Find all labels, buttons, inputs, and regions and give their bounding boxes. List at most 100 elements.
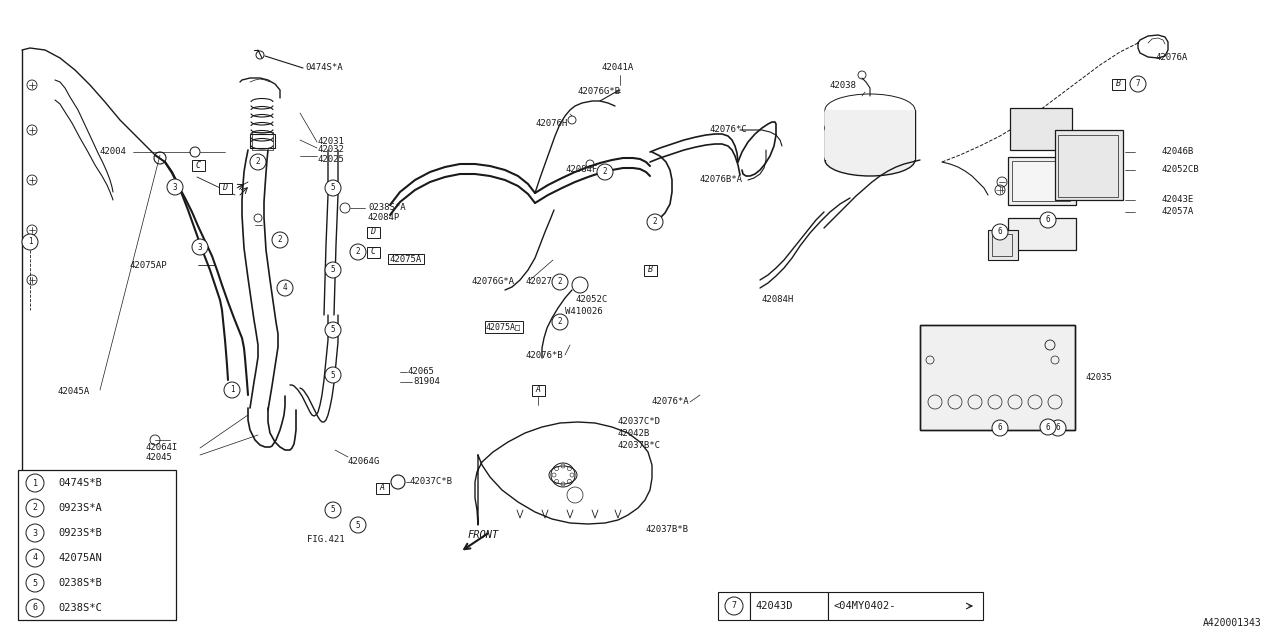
Bar [388,254,424,264]
Bar [1009,218,1076,250]
Circle shape [325,322,340,338]
Text: 0923S*A: 0923S*A [58,503,101,513]
Text: 5: 5 [330,266,335,275]
Text: 42076G*B: 42076G*B [579,88,621,97]
Text: 2: 2 [356,248,360,257]
Ellipse shape [826,112,915,144]
Text: 42076G*A: 42076G*A [472,278,515,287]
Circle shape [1039,419,1056,435]
Circle shape [325,262,340,278]
Text: 42037B*C: 42037B*C [618,442,660,451]
Text: 42035: 42035 [1085,374,1112,383]
Circle shape [192,239,207,255]
Circle shape [26,599,44,617]
Bar [644,264,657,275]
Bar [531,385,544,396]
Text: 6: 6 [1056,424,1060,433]
Text: 42076*B: 42076*B [525,351,563,360]
Text: 0474S*B: 0474S*B [58,478,101,488]
Text: 1: 1 [229,385,234,394]
Text: 42041A: 42041A [602,63,635,72]
Bar [828,592,983,620]
Text: 42042B: 42042B [618,429,650,438]
Circle shape [325,502,340,518]
Text: 1: 1 [28,237,32,246]
Circle shape [224,382,241,398]
Text: 4: 4 [283,284,287,292]
Circle shape [250,154,266,170]
Text: 42057A: 42057A [1162,207,1194,216]
Text: C: C [196,161,201,170]
Text: 5: 5 [32,579,37,588]
Circle shape [26,574,44,592]
Text: 6: 6 [997,424,1002,433]
Text: 2: 2 [653,218,658,227]
Text: 42075A: 42075A [390,255,422,264]
Text: 0923S*B: 0923S*B [58,528,101,538]
Text: B: B [1115,79,1120,88]
Text: 7: 7 [1135,79,1140,88]
Text: 42025: 42025 [317,156,344,164]
Text: 42037C*D: 42037C*D [618,417,660,426]
Text: 42043D: 42043D [755,601,792,611]
Bar [992,234,1012,256]
Text: 42046B: 42046B [1162,147,1194,157]
Text: 42075AN: 42075AN [58,553,101,563]
Bar [1111,79,1125,90]
Text: 42075AP: 42075AP [131,260,168,269]
Text: A420001343: A420001343 [1203,618,1262,628]
Circle shape [273,232,288,248]
Text: 5: 5 [330,506,335,515]
Circle shape [26,474,44,492]
Circle shape [992,224,1009,240]
Bar [219,182,232,193]
Bar [250,134,275,148]
Text: 3: 3 [32,529,37,538]
Text: 42045: 42045 [145,454,172,463]
Bar [750,592,828,620]
Text: <04MY0402-: <04MY0402- [835,601,896,611]
Text: 0238S*B: 0238S*B [58,578,101,588]
Circle shape [26,549,44,567]
Bar [366,227,379,237]
Text: 42076*C: 42076*C [710,125,748,134]
Ellipse shape [826,144,915,176]
Circle shape [325,180,340,196]
Text: 42076A: 42076A [1155,54,1188,63]
Circle shape [349,244,366,260]
Text: 42076*A: 42076*A [652,397,690,406]
Circle shape [724,597,742,615]
Text: D: D [370,227,375,237]
Text: 42065: 42065 [408,367,435,376]
Bar [920,325,1075,430]
Text: 42052CB: 42052CB [1162,166,1199,175]
Text: 42076H: 42076H [535,120,567,129]
Text: FRONT: FRONT [468,530,499,540]
Bar [192,159,205,170]
Circle shape [1050,420,1066,436]
Text: 3: 3 [197,243,202,252]
Text: 42045A: 42045A [58,387,91,397]
Text: 42064I: 42064I [145,444,177,452]
Text: 42075A□: 42075A□ [486,323,521,332]
Circle shape [1039,212,1056,228]
Circle shape [166,179,183,195]
Text: 42084P: 42084P [369,214,401,223]
Text: 81904: 81904 [413,378,440,387]
Circle shape [992,420,1009,436]
Text: 42076B*A: 42076B*A [700,175,742,184]
Circle shape [646,214,663,230]
Text: 3: 3 [173,182,178,191]
Text: 42064G: 42064G [348,458,380,467]
Text: FIG.421: FIG.421 [307,536,344,545]
Text: 42004: 42004 [100,147,127,157]
Text: C: C [370,248,375,257]
Bar [1009,157,1076,205]
Text: 6: 6 [32,604,37,612]
Circle shape [596,164,613,180]
Bar [375,483,389,493]
Text: 2: 2 [558,278,562,287]
Bar [18,470,177,620]
Text: W410026: W410026 [564,307,603,317]
Text: 42032: 42032 [317,145,344,154]
